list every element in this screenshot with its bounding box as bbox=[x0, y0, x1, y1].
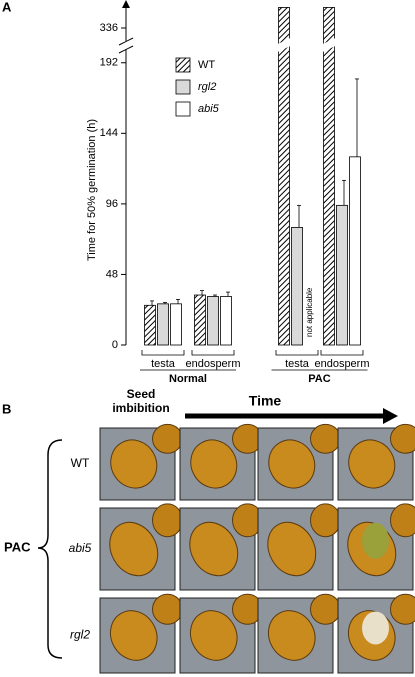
seed bbox=[267, 521, 317, 577]
bar bbox=[220, 296, 232, 346]
row-label: WT bbox=[71, 456, 90, 470]
radicle bbox=[362, 611, 389, 645]
bar bbox=[323, 7, 335, 346]
seed bbox=[152, 503, 183, 538]
axis-break bbox=[120, 38, 132, 52]
bar-break bbox=[322, 38, 336, 52]
annotation: not applicable bbox=[305, 287, 314, 337]
y-tick-label: 48 bbox=[106, 268, 118, 280]
y-tick-label: 192 bbox=[100, 57, 118, 69]
bar bbox=[291, 226, 303, 346]
legend-swatch bbox=[175, 101, 191, 117]
bracket bbox=[191, 350, 235, 356]
y-tick-label: 0 bbox=[112, 339, 118, 351]
row-label: abi5 bbox=[69, 541, 92, 555]
axis-break-mark bbox=[118, 37, 134, 46]
y-axis-label: Time for 50% germination (h) bbox=[86, 119, 98, 261]
seed bbox=[110, 439, 158, 489]
treatment-label: PAC bbox=[4, 539, 31, 554]
bracket bbox=[275, 350, 319, 356]
y-tick-label: 96 bbox=[106, 198, 118, 210]
group-label: PAC bbox=[308, 373, 330, 385]
x-tick-label: endosperm bbox=[314, 358, 369, 370]
bar-break bbox=[277, 38, 291, 52]
bar bbox=[349, 156, 361, 346]
bar bbox=[278, 7, 290, 346]
bracket bbox=[141, 350, 185, 356]
y-tick-label: 144 bbox=[100, 127, 118, 139]
legend-label: WT bbox=[198, 59, 215, 71]
panel-label: B bbox=[2, 401, 11, 416]
seed bbox=[390, 593, 415, 625]
x-tick-label: endosperm bbox=[185, 358, 240, 370]
legend-swatch bbox=[175, 79, 191, 95]
seed bbox=[268, 439, 316, 489]
seed bbox=[189, 610, 238, 661]
bar bbox=[170, 303, 182, 346]
bar bbox=[336, 204, 348, 346]
seed bbox=[152, 593, 183, 625]
row-label: rgl2 bbox=[70, 628, 90, 642]
brace bbox=[37, 439, 63, 659]
seed bbox=[390, 423, 415, 454]
seed bbox=[109, 610, 158, 661]
bar bbox=[157, 303, 169, 346]
axis-break-mark bbox=[118, 45, 134, 54]
seed bbox=[152, 423, 183, 454]
bracket bbox=[320, 350, 364, 356]
time-arrow-head bbox=[383, 408, 398, 424]
y-tick-label: 336 bbox=[100, 22, 118, 34]
seed bbox=[310, 423, 341, 454]
column-label: Seed imbibition bbox=[112, 387, 170, 415]
seed bbox=[109, 521, 159, 577]
seed bbox=[310, 503, 341, 538]
seed bbox=[189, 521, 239, 577]
seed bbox=[190, 439, 238, 489]
bar bbox=[144, 304, 156, 346]
seed bbox=[267, 610, 316, 661]
arrow-label: Time bbox=[249, 393, 282, 409]
bar bbox=[194, 294, 206, 346]
axis-arrow bbox=[122, 0, 130, 8]
legend-label: rgl2 bbox=[198, 81, 216, 93]
bar bbox=[207, 296, 219, 346]
legend-label: abi5 bbox=[198, 103, 220, 115]
radicle bbox=[362, 522, 389, 559]
x-tick-label: testa bbox=[151, 358, 176, 370]
seed bbox=[390, 503, 415, 538]
group-label: Normal bbox=[169, 373, 207, 385]
seed bbox=[348, 439, 396, 489]
seed bbox=[310, 593, 341, 625]
x-tick-label: testa bbox=[285, 358, 310, 370]
legend-swatch bbox=[175, 57, 191, 73]
panel-label: A bbox=[2, 0, 12, 14]
